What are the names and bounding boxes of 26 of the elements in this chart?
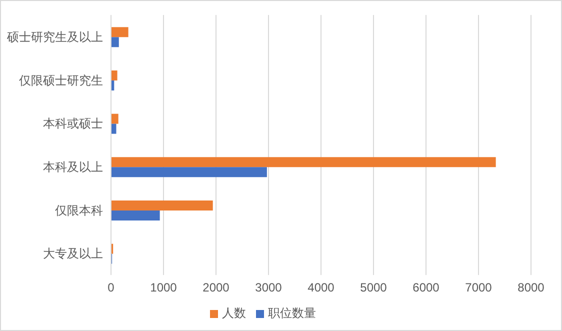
bar <box>111 114 118 124</box>
bar <box>111 167 267 178</box>
x-tick-label: 8000 <box>518 280 545 295</box>
bar <box>111 70 118 80</box>
x-tick-label: 2000 <box>202 280 230 295</box>
x-tick-label: 4000 <box>308 280 335 295</box>
y-tick-label: 仅限硕士研究生 <box>19 73 103 88</box>
bar <box>111 27 128 38</box>
legend-label: 职位数量 <box>268 306 316 320</box>
x-tick-label: 3000 <box>255 280 282 295</box>
bar <box>111 37 119 48</box>
legend-label: 人数 <box>222 306 246 320</box>
bar <box>111 200 213 210</box>
x-tick-label: 5000 <box>360 280 388 295</box>
y-tick-label: 大专及以上 <box>43 246 103 261</box>
x-tick-label: 1000 <box>150 280 178 295</box>
y-tick-label: 仅限本科 <box>55 203 103 218</box>
y-tick-label: 本科或硕士 <box>43 116 103 131</box>
bar <box>111 210 160 220</box>
bar <box>111 157 496 168</box>
x-tick-label: 6000 <box>412 280 440 295</box>
y-tick-label: 本科及以上 <box>43 160 103 174</box>
x-tick-label: 0 <box>108 280 115 295</box>
y-tick-label: 硕士研究生及以上 <box>6 30 103 44</box>
bar <box>111 124 116 134</box>
x-tick-label: 7000 <box>465 280 492 295</box>
